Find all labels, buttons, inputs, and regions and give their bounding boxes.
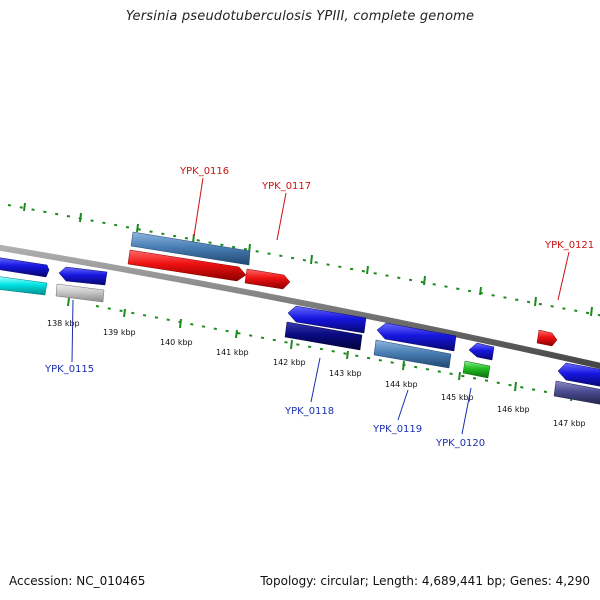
gene-arrow-ypk0116[interactable] [127,249,247,282]
scale-label: 141 kbp [216,348,249,357]
gene-arrow-steel-top[interactable] [130,231,251,266]
scale-label: 145 kbp [441,393,474,402]
gene-arrows[interactable] [0,231,600,405]
gene-label-ypk0115: YPK_0115 [44,364,94,375]
gene-arrow-ypk0121[interactable] [536,329,558,347]
gene-label-ypk0121: YPK_0121 [544,240,594,251]
gene-arrow-blue-tiny[interactable] [468,342,495,361]
scale-label: 139 kbp [103,328,136,337]
map-title: Yersinia pseudotuberculosis YPIII, compl… [125,9,475,24]
gene-arrow-ypk0120[interactable] [462,360,491,379]
gene-arrow-blue-mid[interactable] [287,305,367,334]
gene-labels: YPK_0116 YPK_0117 YPK_0121 YPK_0115 YPK_… [44,166,594,449]
gene-label-ypk0116: YPK_0116 [179,166,229,177]
outer-tick-track [7,204,600,317]
gene-arrow-blue-small[interactable] [58,266,108,286]
gene-arrow-ypk0117[interactable] [244,268,291,290]
genome-stats-text: Topology: circular; Length: 4,689,441 bp… [260,574,590,588]
label-leaders [71,177,570,435]
gene-label-ypk0117: YPK_0117 [261,181,311,192]
gene-arrow-ypk0115[interactable] [55,283,105,303]
scale-label: 142 kbp [273,358,306,367]
gene-label-ypk0118: YPK_0118 [284,406,334,417]
gene-arrow-ypk0119[interactable] [373,339,452,369]
accession-text: Accession: NC_010465 [9,574,146,588]
genome-backbone [0,244,600,369]
gene-arrow-blue-left[interactable] [0,257,50,278]
scale-labels: 138 kbp 139 kbp 140 kbp 141 kbp 142 kbp … [47,319,586,428]
scale-label: 146 kbp [497,405,530,414]
gene-arrow-blue-right[interactable] [376,322,457,352]
scale-label: 138 kbp [47,319,80,328]
scale-label: 144 kbp [385,380,418,389]
outer-major-ticks [23,202,593,317]
scale-label: 143 kbp [329,369,362,378]
scale-label: 147 kbp [553,419,586,428]
gene-arrow-blue-farright[interactable] [557,362,600,387]
gene-arrow-slate-farright[interactable] [553,380,600,405]
gene-label-ypk0119: YPK_0119 [372,424,422,435]
gene-arrow-cyan-left[interactable] [0,276,48,296]
gene-arrow-ypk0118[interactable] [284,321,363,351]
scale-label: 140 kbp [160,338,193,347]
gene-label-ypk0120: YPK_0120 [435,438,485,449]
